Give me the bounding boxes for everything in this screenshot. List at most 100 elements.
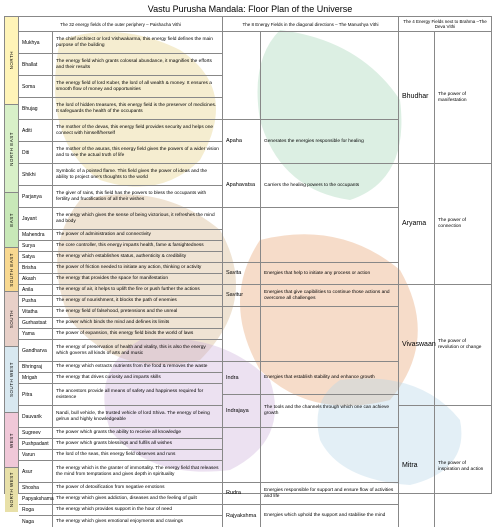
field-name: Shosha [19,483,52,494]
field-desc: Energies that help to initiate any proce… [261,263,398,285]
field-desc: Nandi, bull vehicle, the trusted vehicle… [53,406,222,428]
field-desc [261,428,398,483]
field-desc: The power which grants blessings and ful… [53,439,222,450]
field-name: Gurhastsat [19,318,52,329]
field-desc: The energy of preservation of health and… [53,340,222,362]
field-name: Dauvarik [19,406,52,428]
field-name: Brisha [19,263,52,274]
field-name: Bhringraj [19,362,52,373]
field-name: Roga [19,505,52,516]
field-desc: The power of connection [435,164,491,285]
field-desc: The power of revolution or change [435,285,491,406]
field-desc: The ancestors provide all means of safet… [53,384,222,406]
direction-cell: SOUTH WEST [5,347,18,413]
field-name: Soma [19,76,52,98]
field-desc: The giver of rains, this field has the p… [53,186,222,208]
field-name: Vivaswaan [399,285,434,406]
field-name: Surya [19,241,52,252]
field-name: Jayant [19,208,52,230]
field-name: Parjanya [19,186,52,208]
field-name: Savita [223,263,260,285]
field-name: Bhallat [19,54,52,76]
field-name: Vitatha [19,307,52,318]
field-name: Gandharva [19,340,52,362]
field-desc: Carriers the healing powers to the occup… [261,164,398,208]
field-desc: Energies that give capibilities to conti… [261,285,398,307]
field-name: Pitra [19,384,52,406]
table-body: MukhyaBhallatSomaBhujagAditiDitiShikhiPa… [19,32,491,527]
col2-desc: Generates the energies responsible for h… [261,32,399,527]
field-name: Aryama [399,164,434,285]
field-name: Bhudhar [399,32,434,164]
field-name: Naga [19,516,52,527]
direction-cell: NORTH EAST [5,105,18,193]
field-name [223,307,260,362]
field-name: Akash [19,274,52,285]
field-name: Shikhi [19,164,52,186]
direction-column: NORTHNORTH EASTEASTSOUTH EASTSOUTHSOUTH … [5,17,19,493]
field-name [223,32,260,120]
field-desc: The power of friction needed to initiate… [53,263,222,274]
field-name: Pushpadant [19,439,52,450]
field-name: Aditi [19,120,52,142]
direction-cell: NORTH WEST [5,468,18,512]
field-desc: The power of manifestation [435,32,491,164]
field-name: Indra [223,362,260,395]
field-name: Bhujag [19,98,52,120]
field-desc: The energy that provides the space for m… [53,274,222,285]
field-name: Pusha [19,296,52,307]
field-desc: The core controller, this energy imparts… [53,241,222,252]
field-name [223,428,260,483]
field-desc: Energies responsible for support and ens… [261,483,398,505]
field-desc: The energy of nourishment, it blocks the… [53,296,222,307]
field-name: Varun [19,450,52,461]
field-desc: The energy that drives curiosity and imp… [53,373,222,384]
field-desc: The energy which gives emotional enjoyme… [53,516,222,527]
field-desc [261,208,398,263]
header-col2: The 8 Energy Fields in the diagonal dire… [223,17,399,31]
field-name: Mitra [399,406,434,527]
field-desc [261,307,398,362]
field-desc: Generates the energies responsible for h… [261,120,398,164]
field-name: Rajyakshma [223,505,260,527]
field-desc: The energy field of falsehood, pretensio… [53,307,222,318]
field-desc: The chief architect or lord Vishwakarma,… [53,32,222,54]
field-name: Yama [19,329,52,340]
field-desc: The power of administration and connecti… [53,230,222,241]
direction-cell: EAST [5,193,18,248]
field-desc: The mother of the asuras, this energy fi… [53,142,222,164]
page-title: Vastu Purusha Mandala: Floor Plan of the… [0,0,500,16]
field-name: Savitur [223,285,260,307]
field-name: Rudra [223,483,260,505]
field-desc: The energy which gives the sense of bein… [53,208,222,230]
field-desc: The lord of hidden treasures, this energ… [53,98,222,120]
col2-names: ApahaApahavatsaSavitaSaviturIndraIndraja… [223,32,261,527]
field-desc [261,32,398,120]
col1-desc: The chief architect or lord Vishwakarma,… [53,32,223,527]
field-desc: The energy which extracts nutrients from… [53,362,222,373]
field-desc: Symbolic of a pointed flame. This field … [53,164,222,186]
field-name: Indrajaya [223,395,260,428]
direction-cell: WEST [5,413,18,468]
direction-cell: SOUTH [5,292,18,347]
field-name: Sugreev [19,428,52,439]
field-name: Asur [19,461,52,483]
field-name: Mrigah [19,373,52,384]
field-desc: Energies that establish stability and en… [261,362,398,395]
field-name: Apahavatsa [223,164,260,208]
field-name: Anila [19,285,52,296]
field-desc: The energy which provides support in the… [53,505,222,516]
field-desc: The energy field which grants colossal a… [53,54,222,76]
header-col1: The 32 energy fields of the outer periph… [19,17,223,31]
field-desc: The mother of the devas, this energy fie… [53,120,222,142]
field-desc: The power of expansion, this energy fiel… [53,329,222,340]
field-desc: Energies which uphold the support and st… [261,505,398,527]
field-name [223,208,260,263]
field-name: Mahendra [19,230,52,241]
field-desc: The energy of air, it helps to uplift th… [53,285,222,296]
header-row: The 32 energy fields of the outer periph… [19,17,491,32]
field-desc: The energy field of lord Kuber, the lord… [53,76,222,98]
table-area: The 32 energy fields of the outer periph… [19,17,491,493]
col3-desc: The power of manifestationThe power of c… [435,32,491,527]
field-desc: The tools and the channels through which… [261,395,398,428]
